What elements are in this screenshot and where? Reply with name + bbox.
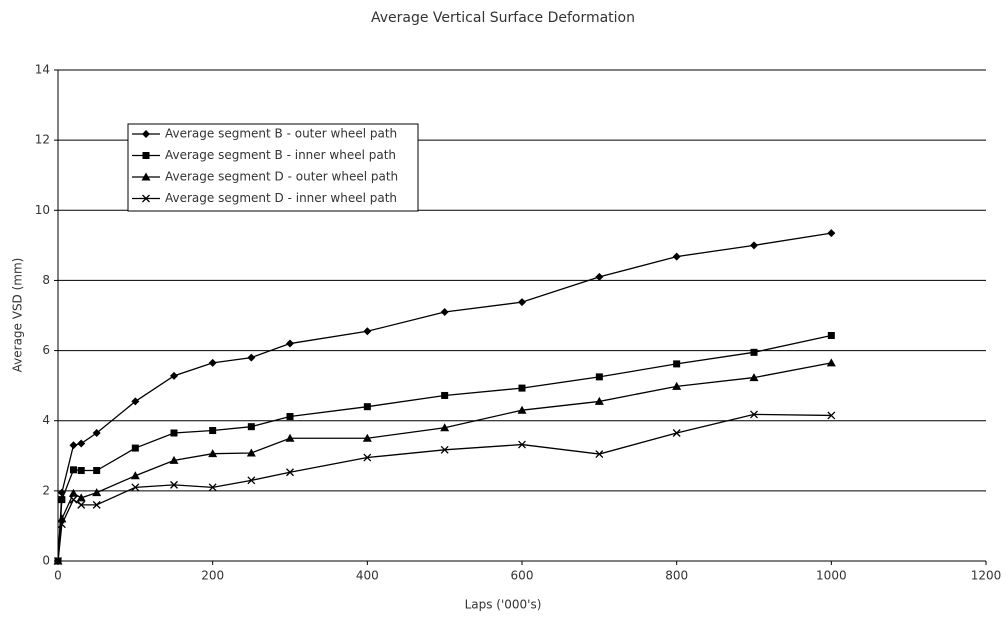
marker: [58, 496, 66, 504]
marker: [57, 488, 66, 497]
marker: [77, 439, 86, 448]
marker: [286, 339, 294, 348]
marker: [827, 229, 836, 238]
legend-label: Average segment B - inner wheel path: [165, 148, 396, 162]
marker: [170, 480, 178, 489]
marker: [285, 433, 295, 442]
marker: [362, 433, 372, 442]
y-tick-label: 8: [42, 273, 50, 287]
marker: [142, 152, 150, 159]
marker: [595, 272, 604, 281]
marker: [440, 445, 449, 454]
marker: [363, 403, 371, 411]
marker: [142, 130, 150, 138]
marker: [286, 413, 294, 421]
legend-label: Average segment B - outer wheel path: [165, 127, 397, 141]
marker: [827, 411, 836, 420]
marker: [247, 353, 256, 362]
marker: [208, 358, 217, 367]
x-tick-label: 200: [201, 569, 224, 583]
marker: [131, 444, 139, 452]
marker: [363, 453, 372, 462]
marker: [672, 381, 682, 390]
marker: [54, 557, 62, 565]
marker: [170, 371, 178, 380]
marker: [57, 520, 66, 529]
y-tick-label: 4: [42, 413, 50, 427]
x-tick-label: 800: [665, 569, 688, 583]
marker: [827, 331, 835, 339]
marker: [169, 455, 179, 464]
marker: [92, 428, 101, 437]
marker: [518, 298, 526, 307]
marker: [208, 483, 217, 492]
marker: [92, 500, 101, 509]
marker: [92, 488, 102, 497]
marker: [131, 483, 140, 492]
y-tick-label: 12: [35, 133, 50, 147]
legend: Average segment B - outer wheel path Aver…: [127, 123, 419, 212]
marker: [247, 476, 256, 485]
x-tick-label: 600: [511, 569, 534, 583]
series-line: [57, 334, 832, 562]
marker: [672, 252, 681, 261]
marker: [209, 427, 217, 435]
marker: [69, 441, 78, 450]
marker: [69, 466, 77, 474]
legend-label: Average segment D - outer wheel path: [165, 170, 398, 184]
marker: [518, 384, 526, 392]
y-tick-label: 14: [35, 63, 50, 77]
marker: [594, 396, 604, 405]
marker: [440, 423, 450, 432]
marker: [518, 440, 526, 449]
marker: [595, 373, 603, 381]
marker: [76, 493, 86, 502]
marker: [286, 468, 294, 477]
marker: [77, 467, 85, 475]
y-tick-label: 2: [42, 483, 50, 497]
marker: [672, 429, 681, 437]
marker: [440, 307, 449, 316]
x-tick-label: 400: [356, 569, 379, 583]
y-tick-label: 6: [42, 343, 50, 357]
marker: [170, 429, 178, 437]
marker: [68, 488, 78, 497]
marker: [517, 405, 527, 414]
marker: [93, 467, 101, 475]
legend-label: Average segment D - inner wheel path: [165, 191, 397, 205]
marker: [77, 500, 86, 509]
y-axis-label: Average VSD (mm): [11, 258, 25, 373]
x-tick-label: 0: [54, 569, 62, 583]
y-tick-label: 0: [42, 554, 50, 568]
marker: [673, 360, 681, 368]
marker: [142, 194, 150, 203]
marker: [69, 495, 78, 504]
marker: [749, 373, 759, 382]
marker: [750, 241, 758, 250]
marker: [750, 348, 758, 356]
legend-box: [127, 123, 419, 212]
marker: [595, 450, 604, 458]
x-tick-label: 1200: [971, 569, 1002, 583]
y-tick-label: 10: [35, 203, 50, 217]
marker: [441, 391, 449, 399]
marker: [208, 449, 218, 458]
x-axis-label: Laps ('000's): [465, 598, 542, 612]
marker: [246, 448, 256, 457]
marker: [363, 327, 372, 336]
marker: [141, 172, 151, 181]
x-tick-label: 1000: [816, 569, 847, 583]
marker: [130, 471, 140, 480]
marker: [750, 410, 758, 419]
marker: [247, 423, 255, 431]
chart-title: Average Vertical Surface Deformation: [371, 10, 635, 26]
marker: [826, 358, 836, 367]
marker: [131, 397, 140, 406]
